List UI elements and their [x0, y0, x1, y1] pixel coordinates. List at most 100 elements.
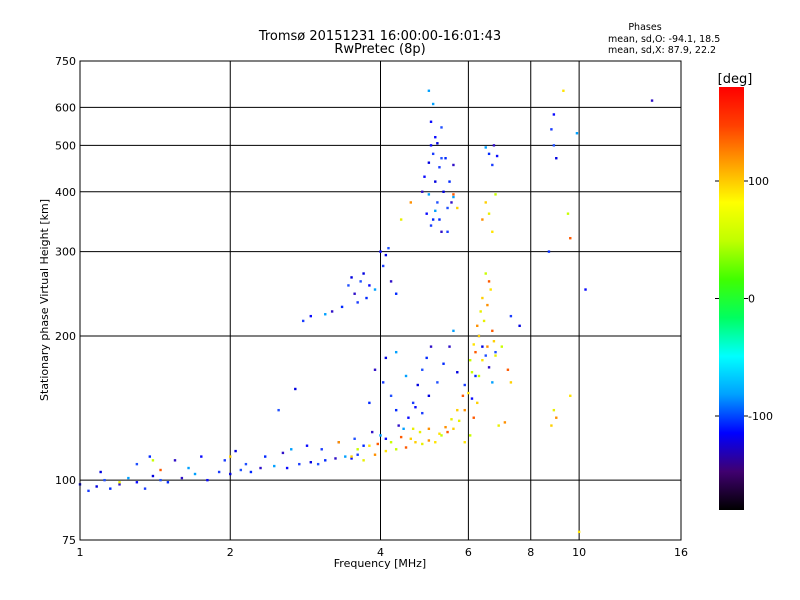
data-point — [350, 276, 353, 279]
data-point — [429, 224, 433, 227]
grid — [80, 61, 681, 540]
data-point — [431, 102, 435, 106]
data-point — [387, 246, 390, 250]
data-point — [438, 432, 441, 435]
data-point — [148, 455, 152, 458]
data-point — [474, 350, 477, 354]
x-tick-label: 4 — [377, 546, 384, 559]
data-point — [491, 381, 494, 384]
data-point — [371, 430, 374, 434]
data-point — [550, 424, 553, 427]
data-point — [234, 449, 237, 453]
data-point — [151, 474, 155, 478]
data-point — [448, 345, 451, 348]
data-point — [421, 411, 424, 415]
data-point — [481, 296, 484, 300]
data-point — [277, 408, 280, 412]
data-point — [444, 157, 447, 160]
data-point — [285, 466, 289, 470]
data-point — [550, 128, 553, 131]
data-point — [450, 418, 453, 421]
data-point — [109, 487, 112, 490]
data-points — [78, 89, 654, 534]
data-point — [407, 416, 410, 419]
phase-stats-x: mean, sd,X: 87.9, 22.2 — [608, 45, 716, 56]
data-point — [448, 180, 451, 183]
data-point — [381, 264, 385, 268]
data-point — [151, 459, 155, 462]
data-point — [394, 448, 398, 451]
data-point — [569, 394, 572, 398]
data-point — [368, 284, 371, 287]
data-point — [461, 394, 465, 398]
data-point — [481, 359, 484, 362]
data-point — [481, 218, 484, 221]
data-point — [418, 430, 422, 434]
data-point — [463, 383, 466, 387]
data-point — [486, 303, 489, 307]
y-tick-label: 500 — [55, 139, 76, 152]
data-point — [509, 381, 513, 384]
data-point — [187, 466, 190, 470]
data-point — [206, 478, 209, 482]
data-point — [431, 218, 435, 221]
x-axis-label: Frequency [MHz] — [334, 557, 426, 570]
data-point — [301, 319, 305, 323]
data-point — [518, 324, 521, 328]
data-point — [452, 427, 455, 431]
data-point — [273, 464, 276, 468]
data-point — [575, 132, 579, 135]
data-point — [552, 408, 556, 412]
data-point — [492, 144, 496, 147]
data-point — [552, 144, 556, 147]
data-point — [436, 381, 439, 384]
data-point — [438, 218, 441, 221]
data-point — [446, 430, 449, 434]
data-point — [359, 280, 362, 283]
data-point — [384, 437, 388, 440]
data-point — [409, 437, 412, 440]
data-point — [399, 218, 403, 221]
data-point — [429, 144, 433, 147]
data-point — [394, 292, 398, 295]
data-point — [566, 212, 570, 215]
data-point — [429, 120, 433, 123]
data-point — [365, 296, 368, 300]
data-point — [353, 292, 356, 295]
data-point — [427, 427, 431, 431]
data-point — [425, 356, 428, 360]
data-point — [427, 89, 431, 92]
data-point — [482, 319, 486, 323]
data-point — [476, 324, 479, 328]
data-point — [118, 481, 121, 484]
data-point — [414, 406, 417, 409]
data-point — [159, 468, 162, 472]
colorbar-ticks: 100 0 -100 — [715, 175, 773, 423]
data-point — [409, 201, 412, 204]
colorbar-tick-label: -100 — [748, 410, 773, 423]
data-point — [427, 193, 431, 196]
data-point — [320, 448, 323, 451]
data-point — [450, 201, 453, 204]
data-point — [379, 250, 382, 253]
data-point — [487, 366, 491, 369]
data-point — [217, 470, 221, 474]
data-point — [159, 478, 162, 482]
data-point — [95, 485, 98, 488]
data-point — [434, 441, 437, 444]
data-point — [298, 462, 301, 466]
data-point — [470, 397, 474, 400]
data-point — [487, 152, 491, 156]
data-point — [87, 489, 90, 493]
data-point — [434, 180, 437, 183]
data-point — [368, 401, 371, 405]
data-point — [135, 462, 139, 466]
data-point — [127, 476, 130, 480]
data-point — [584, 288, 587, 291]
data-point — [421, 190, 424, 193]
x-tick-label: 8 — [527, 546, 534, 559]
data-point — [468, 359, 472, 362]
data-point — [350, 455, 353, 458]
data-point — [281, 451, 285, 455]
